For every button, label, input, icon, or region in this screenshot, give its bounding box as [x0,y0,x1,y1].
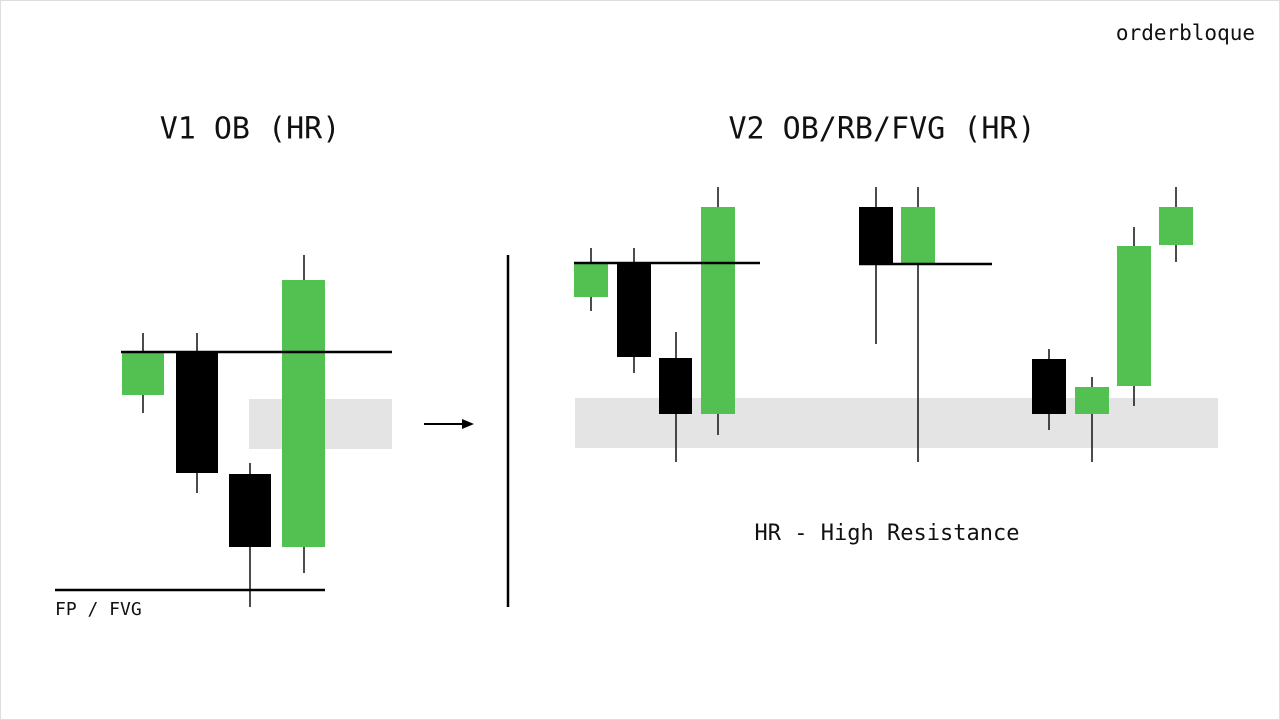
left-diagram [55,255,392,607]
candle [176,353,218,473]
right-diagram [574,187,1218,462]
candle [901,207,935,263]
arrow [424,419,474,429]
candle [1117,246,1151,386]
candle [122,353,164,395]
candle [659,358,692,414]
left-title: V1 OB (HR) [160,112,341,147]
candle [617,263,651,357]
candle [574,263,608,297]
candle [1075,387,1109,414]
left-label: FP / FVG [55,599,142,620]
candle [229,474,271,547]
candle [701,207,735,414]
candle [1032,359,1066,414]
right-title: V2 OB/RB/FVG (HR) [728,112,1035,147]
candle [282,280,325,547]
brand: orderbloque [1116,21,1255,45]
right-caption: HR - High Resistance [755,521,1020,546]
candle [1159,207,1193,245]
candle [859,207,893,264]
